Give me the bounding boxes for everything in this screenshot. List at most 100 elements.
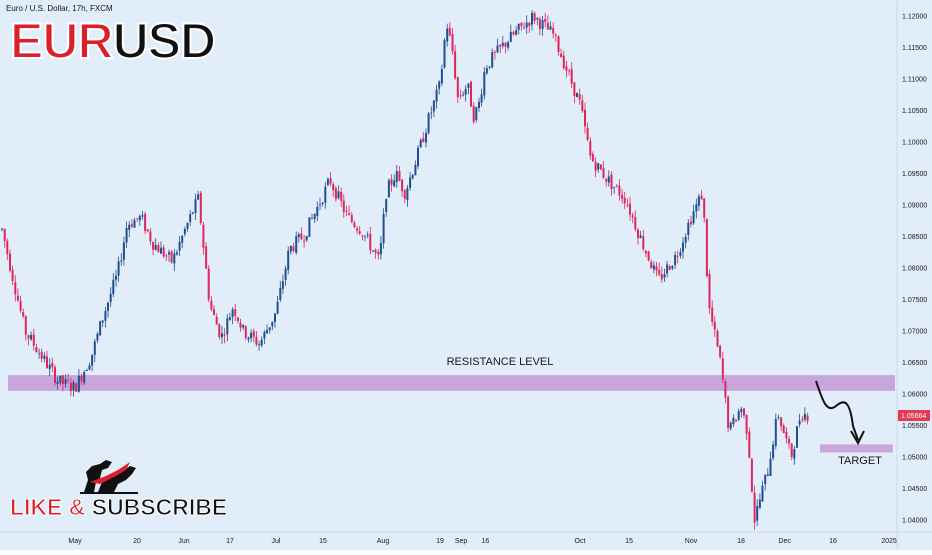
candle [796,425,798,448]
resistance-zone [8,375,895,391]
candle [305,235,308,242]
candle [61,374,64,392]
x-tick-label: 20 [133,538,141,545]
candle [266,324,268,334]
candle [634,210,637,232]
candle [493,50,496,60]
candle [228,312,231,321]
candle [531,10,533,31]
candle [154,238,157,251]
candle [35,343,38,353]
candle [475,106,478,123]
candle [191,211,194,215]
y-tick-label: 1.06500 [902,360,927,367]
symbol-part-a: EUR [9,13,115,69]
y-tick-label: 1.08500 [902,234,927,241]
candle [107,301,109,318]
candle [499,44,502,54]
candle [591,151,594,162]
candle [756,499,759,526]
x-tick-label: 18 [737,538,745,545]
candle [242,324,245,331]
candle [780,416,783,432]
candle [54,364,56,386]
candle [133,217,136,228]
candle [658,262,661,277]
candle [109,287,112,308]
candle [284,265,287,286]
candle [409,171,412,191]
candle [189,210,192,226]
candle [652,261,655,274]
candle [711,300,714,326]
candle [727,395,730,433]
candle [401,178,404,198]
candle [207,265,210,302]
candle [19,295,22,313]
x-tick-label: May [68,538,82,545]
candle [353,220,356,229]
candle [40,348,43,363]
candle [178,236,181,256]
candle [112,273,115,298]
candle [64,374,67,388]
x-tick-label: Nov [685,538,698,545]
candle [666,260,669,278]
candle [406,185,409,207]
candle [655,262,658,277]
candle [72,380,75,397]
candle [472,102,475,124]
y-tick-label: 1.10500 [902,108,927,115]
candle [509,24,512,43]
candle [785,427,788,444]
candle [215,313,218,325]
candle [430,106,433,120]
candle [329,172,332,187]
last-price-badge [898,410,930,421]
candle [705,218,708,278]
candle [552,22,555,39]
candle [11,265,14,285]
candle [369,227,372,255]
candle [525,15,528,35]
y-tick-label: 1.09500 [902,171,927,178]
candle [326,177,329,187]
candle [342,194,345,218]
candle [697,193,700,211]
candle [411,174,414,180]
candle [541,15,544,36]
candle [379,236,382,260]
candle [504,42,507,54]
candle [136,218,139,223]
candle [417,145,419,170]
candle [578,88,581,105]
candle [478,97,480,112]
candle [93,338,96,362]
candle [99,320,102,336]
candle [448,22,451,37]
candle [568,68,571,76]
candle [464,85,467,102]
candle [740,406,743,418]
candle [692,204,695,225]
candle [321,201,324,207]
candle [48,358,51,377]
candle [729,421,732,431]
candle [682,237,684,259]
candle [250,329,253,343]
candle [803,407,806,422]
candle [753,485,756,530]
candle [170,250,173,264]
candle [750,457,753,493]
y-tick-label: 1.07500 [902,297,927,304]
candle [152,241,155,256]
candle [668,264,671,271]
chart-source-line: Euro / U.S. Dollar, 17h, FXCM [6,4,113,13]
candle [319,198,321,211]
candle [626,198,629,208]
candle [700,190,703,200]
like-part-a: LIKE & [10,494,92,520]
candle [223,328,226,344]
candle [621,189,624,204]
